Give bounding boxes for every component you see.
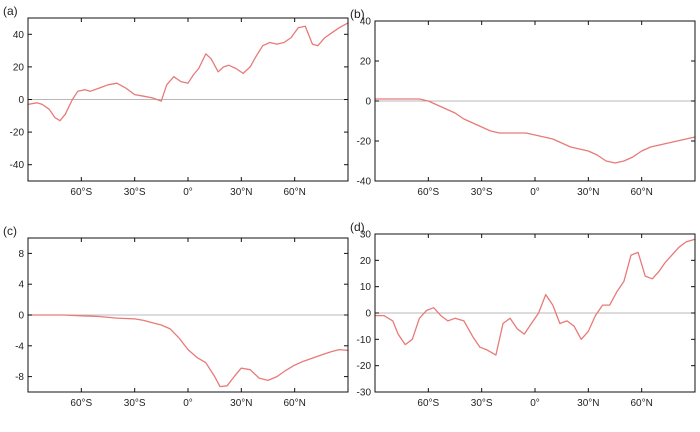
x-tick-label: 30°S	[471, 187, 493, 198]
y-tick-label: -20	[10, 128, 25, 139]
y-tick-label: 8	[18, 249, 24, 260]
x-tick-label: 0°	[530, 187, 540, 198]
y-tick-label: -40	[357, 177, 372, 188]
x-tick-label: 60°N	[283, 187, 305, 198]
y-tick-label: 4	[18, 280, 24, 291]
panel-label: (b)	[350, 7, 365, 21]
y-tick-label: 20	[13, 62, 25, 73]
x-tick-label: 60°N	[630, 398, 652, 409]
x-tick-label: 30°N	[230, 187, 252, 198]
x-tick-label: 60°N	[283, 398, 305, 409]
x-tick-label: 60°N	[630, 187, 652, 198]
y-tick-label: -20	[357, 137, 372, 148]
series-line	[27, 22, 349, 122]
series-line	[374, 238, 696, 356]
panel-label: (a)	[3, 4, 18, 18]
x-tick-label: 30°N	[577, 398, 599, 409]
x-tick-label: 30°N	[230, 398, 252, 409]
y-tick-label: 10	[360, 282, 372, 293]
x-tick-label: 30°S	[124, 187, 146, 198]
y-tick-label: 0	[365, 309, 371, 320]
y-tick-label: -4	[15, 341, 24, 352]
y-tick-label: 40	[13, 30, 25, 41]
series-line	[27, 314, 349, 388]
y-tick-label: -8	[15, 372, 24, 383]
panel-b: -40 -20 0 20 40 60°S 30°S 0° 30°N 60°N (b)	[350, 7, 696, 198]
x-tick-label: 0°	[183, 187, 193, 198]
panel-label: (d)	[350, 220, 365, 234]
panel-c: -8 -4 0 4 8 60°S 30°S 0° 30°N 60°N (c)	[3, 224, 349, 409]
x-tick-label: 60°S	[70, 187, 92, 198]
y-tick-label: -10	[357, 335, 372, 346]
x-tick-label: 60°S	[417, 187, 439, 198]
x-tick-label: 60°S	[70, 398, 92, 409]
y-tick-label: 40	[360, 17, 372, 28]
y-tick-label: 30	[360, 230, 372, 241]
y-tick-label: 20	[360, 256, 372, 267]
y-tick-label: -20	[357, 361, 372, 372]
x-tick-label: 30°S	[124, 398, 146, 409]
y-tick-label: 0	[18, 95, 24, 106]
x-tick-label: 0°	[183, 398, 193, 409]
x-tick-label: 60°S	[417, 398, 439, 409]
y-tick-label: 0	[18, 311, 24, 322]
y-tick-label: -40	[10, 160, 25, 171]
x-tick-label: 30°N	[577, 187, 599, 198]
panel-label: (c)	[3, 224, 17, 238]
y-tick-label: -30	[357, 388, 372, 399]
x-tick-label: 0°	[530, 398, 540, 409]
y-tick-label: 0	[365, 97, 371, 108]
panel-a: -40 -20 0 20 40 60°S 30°S 0° 30°N 60°N (a)	[3, 4, 349, 198]
series-line	[374, 98, 696, 164]
panel-d: -30 -20 -10 0 10 20 30 60°S 30°S 0° 30°N 60°N (d)	[350, 220, 696, 409]
x-tick-label: 30°S	[471, 398, 493, 409]
y-tick-label: 20	[360, 57, 372, 68]
